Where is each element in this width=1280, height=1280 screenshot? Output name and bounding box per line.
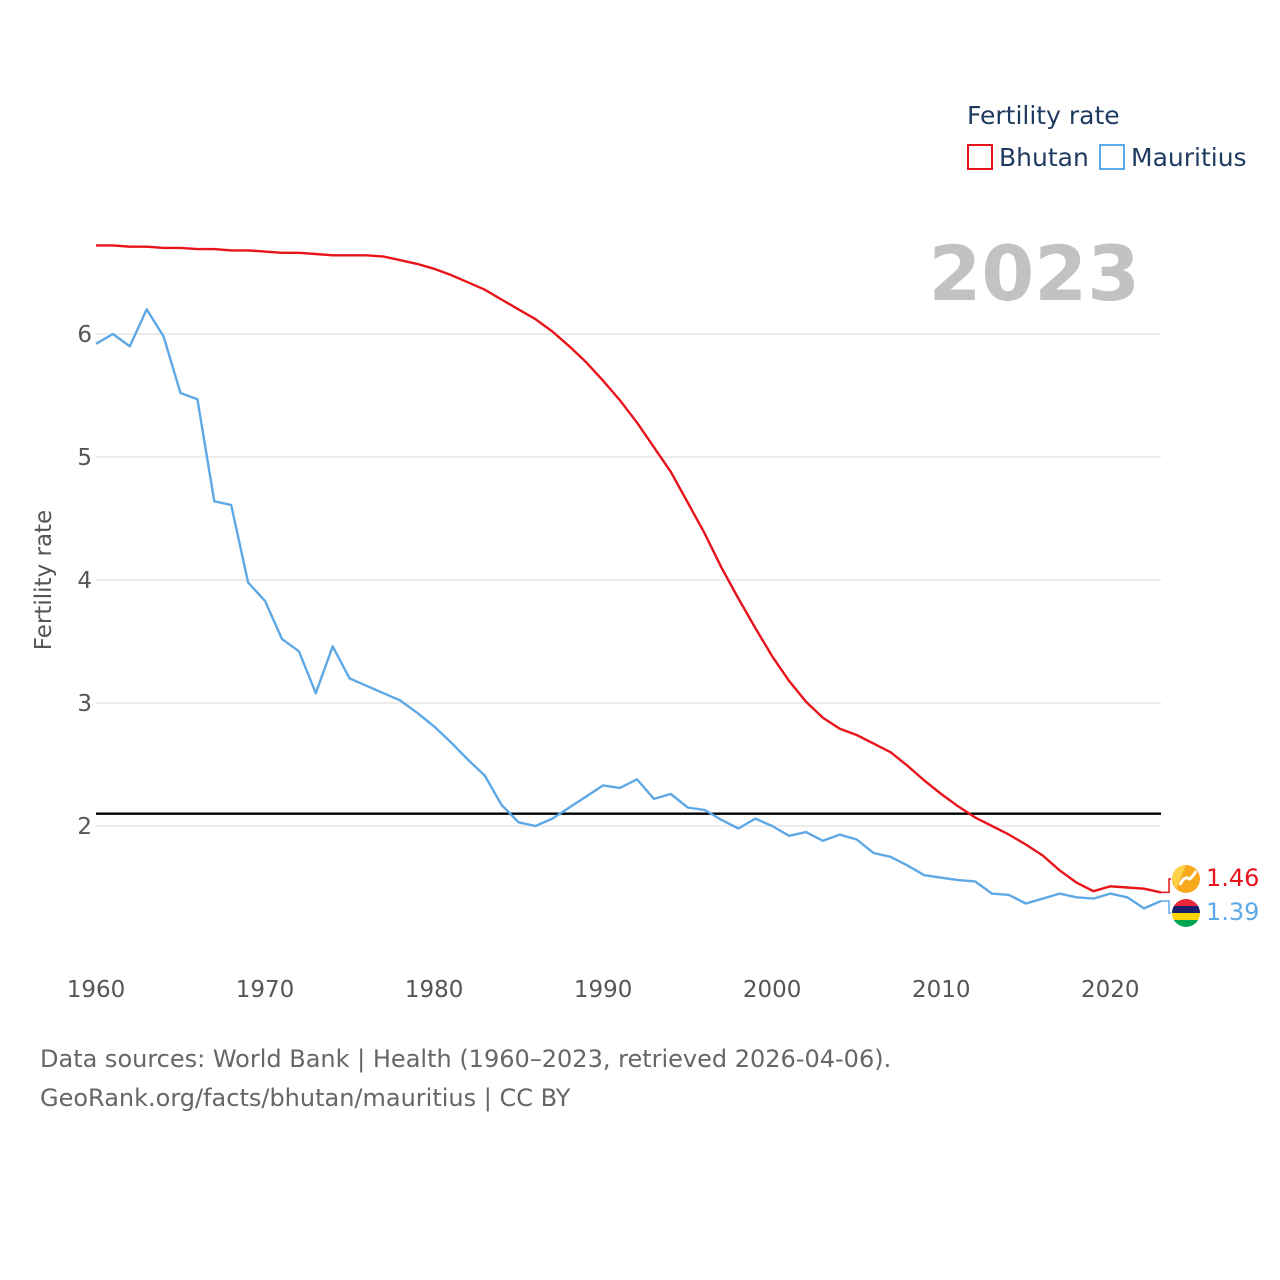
legend-swatch-mauritius: [1099, 144, 1125, 170]
data-source-text: Data sources: World Bank | Health (1960–…: [40, 1045, 892, 1073]
footer: Data sources: World Bank | Health (1960–…: [40, 1040, 891, 1118]
end-value-mauritius: 1.39: [1206, 898, 1259, 926]
end-markers: 1.46 1.39: [1161, 864, 1259, 927]
legend-label-mauritius: Mauritius: [1131, 143, 1247, 172]
series-group: [95, 244, 1162, 910]
year-label: 2023: [928, 229, 1140, 318]
mauritius-flag-icon: [1172, 899, 1200, 927]
legend-item-bhutan[interactable]: Bhutan: [967, 143, 1089, 172]
legend-item-mauritius[interactable]: Mauritius: [1099, 143, 1247, 172]
legend-title: Fertility rate: [967, 101, 1120, 130]
x-tick-2010: 2010: [912, 977, 971, 1003]
y-axis-title: Fertility rate: [31, 510, 57, 650]
connector-mauritius: [1161, 900, 1171, 914]
y-tick-3: 3: [77, 691, 92, 717]
legend-label-bhutan: Bhutan: [999, 143, 1089, 172]
x-tick-2000: 2000: [743, 977, 802, 1003]
bhutan-flag-icon: [1172, 865, 1200, 893]
x-tick-1960: 1960: [67, 977, 126, 1003]
tick-labels: 2 3 4 5 6 1960 1970 1980 1990 2000 2010 2020: [67, 322, 1140, 1003]
y-tick-5: 5: [77, 445, 92, 471]
end-value-bhutan: 1.46: [1206, 864, 1259, 892]
x-tick-1980: 1980: [405, 977, 464, 1003]
y-tick-6: 6: [77, 322, 92, 348]
y-tick-2: 2: [77, 814, 92, 840]
series-line-bhutan: [96, 244, 1162, 894]
x-tick-1970: 1970: [236, 977, 295, 1003]
attribution-link[interactable]: GeoRank.org/facts/bhutan/mauritius | CC …: [40, 1084, 571, 1112]
series-line-mauritius: [95, 308, 1162, 910]
fertility-chart: Fertility rate Bhutan Mauritius 2023 Fer…: [31, 101, 1259, 1003]
legend-swatch-bhutan: [967, 144, 993, 170]
x-tick-1990: 1990: [574, 977, 633, 1003]
grid: [96, 333, 1161, 827]
connector-bhutan: [1161, 878, 1171, 894]
x-tick-2020: 2020: [1081, 977, 1140, 1003]
y-tick-4: 4: [77, 568, 92, 594]
